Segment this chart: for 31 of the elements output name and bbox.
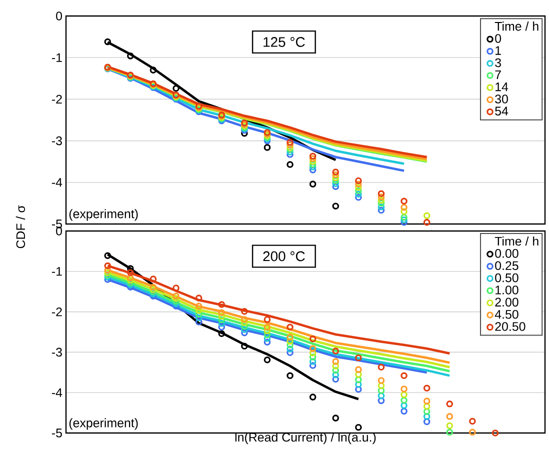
y-tick-label: -4 (52, 388, 62, 397)
y-axis-title: CDF / σ (16, 205, 26, 248)
legend-label: 0.25 (495, 261, 518, 270)
y-tick-label: -4 (52, 178, 62, 187)
legend-label: 7 (495, 70, 501, 80)
legend-label: 0.00 (495, 249, 518, 258)
legend-title: Time / h (494, 22, 538, 31)
legend-label: 0.50 (495, 273, 518, 282)
annotation: 200 °C (263, 251, 305, 262)
annotation: (experiment) (69, 418, 138, 430)
legend-label: 4.50 (494, 310, 518, 319)
y-tick-label: -2 (52, 94, 62, 104)
legend-label: 14 (496, 82, 508, 92)
y-tick-label: -5 (52, 428, 62, 438)
annotation: 125 °C (264, 37, 305, 47)
annotation: (experiment) (69, 209, 138, 221)
legend-label: 0 (495, 34, 502, 43)
y-tick-label: -3 (52, 136, 62, 146)
legend-label: 2.00 (495, 298, 518, 307)
legend-label: 54 (495, 106, 508, 116)
legend-title: Time / h (494, 236, 538, 246)
legend-label: 1 (496, 46, 501, 55)
y-tick-label: -2 (52, 307, 62, 316)
legend-label: 1.00 (496, 286, 518, 294)
y-tick-label: -3 (52, 348, 62, 357)
legend-label: 3 (495, 58, 501, 68)
y-tick-label: -1 (52, 267, 62, 276)
legend-label: 30 (495, 94, 508, 104)
y-tick-label: 0 (56, 12, 62, 20)
y-tick-label: -1 (52, 53, 62, 62)
legend-label: 20.50 (495, 322, 526, 331)
